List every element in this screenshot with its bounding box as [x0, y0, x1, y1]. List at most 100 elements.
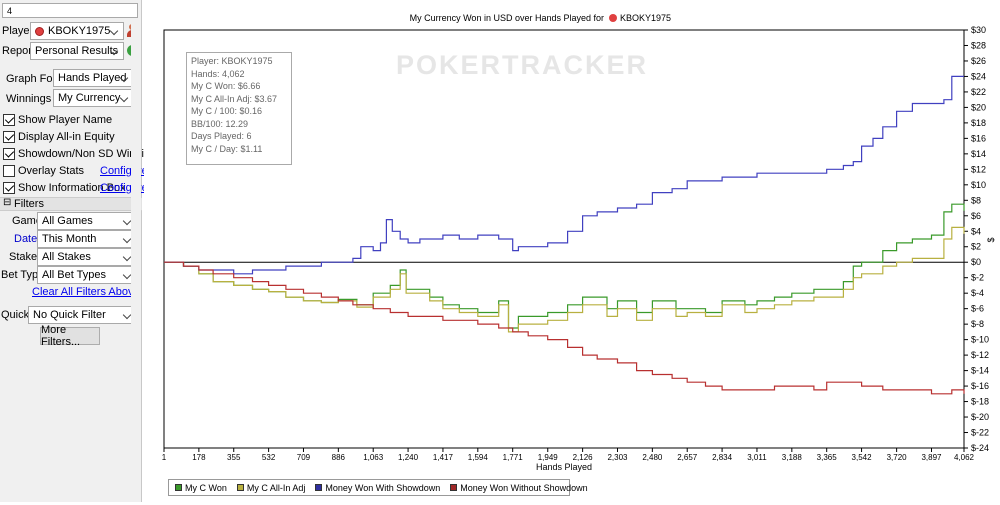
checkbox-display-all-in-equity[interactable]: Display All-in Equity [3, 129, 115, 145]
info-my-c-won: My C Won: $6.66 [191, 81, 261, 91]
checkbox-box[interactable] [3, 165, 15, 177]
y-tick-label: $-12 [971, 350, 989, 360]
checkbox-show-information-box[interactable]: Show Information Box [3, 180, 126, 196]
settings-panel: 4 Player: KBOKY1975 Report: Personal Res… [0, 0, 162, 502]
x-tick-label: 355 [227, 453, 241, 462]
x-tick-label: 3,542 [852, 453, 873, 462]
sidebar-scrollbar[interactable] [131, 22, 141, 502]
x-axis-label: Hands Played [536, 462, 592, 472]
y-tick-label: $6 [971, 211, 981, 221]
info-my-c-per-100: My C / 100: $0.16 [191, 106, 263, 116]
checkbox-showdown-winnings[interactable]: Showdown/Non SD Winnings [3, 146, 162, 162]
legend-item-without-showdown: Money Won Without Showdown [450, 483, 588, 493]
y-tick-label: $8 [971, 195, 981, 205]
game-filter-select[interactable]: All Games [37, 212, 137, 230]
winnings-select[interactable]: My Currency [53, 89, 134, 107]
graph-for-select[interactable]: Hands Played [53, 69, 134, 87]
y-axis-label: $ [986, 237, 996, 242]
checkbox-box[interactable] [3, 114, 15, 126]
chevron-down-icon [110, 46, 120, 56]
chart-title-group: My Currency Won in USD over Hands Played… [410, 13, 671, 23]
legend-item-all-in-adj: My C All-In Adj [236, 482, 306, 493]
x-tick-label: 532 [262, 453, 276, 462]
y-axis: $30 $28 $26 $24 $22 $20 $18 $16 $14 $12 $10 $8 $6 $4 $… [964, 25, 989, 453]
x-tick-label: 1,417 [433, 453, 454, 462]
checkbox-label: Display All-in Equity [18, 131, 115, 143]
x-tick-label: 2,480 [642, 453, 663, 462]
y-tick-label: $-8 [971, 319, 984, 329]
checkbox-label: Show Player Name [18, 114, 113, 126]
info-days-played: Days Played: 6 [191, 131, 252, 141]
y-tick-label: $14 [971, 149, 986, 159]
x-tick-label: 1,949 [538, 453, 559, 462]
quick-filter-select[interactable]: No Quick Filter [28, 306, 137, 324]
date-filter-value: This Month [42, 233, 97, 245]
legend-label: My C All-In Adj [246, 482, 306, 493]
x-tick-label: 178 [192, 453, 206, 462]
graph-for-value: Hands Played [58, 72, 127, 84]
graph-for-row: Graph For: [6, 70, 59, 88]
information-box: Player: KBOKY1975 Hands: 4,062 My C Won:… [186, 52, 292, 165]
clear-all-filters-link[interactable]: Clear All Filters Above [32, 286, 140, 298]
checkbox-box[interactable] [3, 182, 15, 194]
y-tick-label: $-24 [971, 443, 989, 453]
x-tick-label: 1,063 [363, 453, 384, 462]
player-select[interactable]: KBOKY1975 [30, 22, 124, 40]
checkbox-overlay-stats[interactable]: Overlay Stats [3, 163, 84, 179]
chart-legend: My C Won My C All-In Adj Money Won With … [168, 479, 588, 496]
stake-filter-label: Stake: [9, 251, 41, 263]
x-tick-label: 1 [162, 453, 167, 462]
series-line-all-in-adj [164, 226, 965, 333]
chart-title: My Currency Won in USD over Hands Played… [410, 13, 604, 23]
poker-chip-icon [609, 14, 617, 22]
y-tick-label: $18 [971, 118, 986, 128]
y-tick-label: $-18 [971, 397, 989, 407]
x-tick-label: 1,240 [398, 453, 419, 462]
y-tick-label: $30 [971, 25, 986, 35]
player-row: Player: [2, 22, 36, 40]
legend-item-my-c-won: My C Won [175, 483, 227, 493]
checkbox-box[interactable] [3, 131, 15, 143]
checkbox-show-player-name[interactable]: Show Player Name [3, 112, 112, 128]
chevron-down-icon [120, 93, 130, 103]
stake-filter-row: Stake: [9, 248, 40, 266]
game-filter-row: Game: [12, 212, 45, 230]
stake-filter-value: All Stakes [42, 251, 91, 263]
player-value: KBOKY1975 [48, 25, 111, 37]
filters-section-header[interactable]: ⊟ Filters [0, 197, 142, 211]
winnings-value: My Currency [58, 92, 121, 104]
checkbox-box[interactable] [3, 148, 15, 160]
date-filter-select[interactable]: This Month [37, 230, 137, 248]
y-tick-label: $-6 [971, 304, 984, 314]
top-input[interactable]: 4 [2, 3, 138, 18]
stake-filter-select[interactable]: All Stakes [37, 248, 137, 266]
bet-type-filter-row: Bet Type: [1, 266, 47, 284]
y-tick-label: $2 [971, 242, 981, 252]
winnings-row: Winnings in: [6, 90, 66, 108]
legend-swatch [236, 484, 244, 491]
y-tick-label: $-16 [971, 381, 989, 391]
x-tick-label: 3,011 [747, 453, 767, 462]
series-lines [164, 75, 965, 395]
x-tick-label: 2,126 [573, 453, 594, 462]
x-tick-label: 3,188 [782, 453, 803, 462]
y-tick-label: $4 [971, 226, 981, 236]
info-player: Player: KBOKY1975 [191, 56, 273, 66]
report-select[interactable]: Personal Results [30, 42, 124, 60]
info-my-c-per-day: My C / Day: $1.11 [191, 143, 263, 154]
x-tick-label: 3,720 [887, 453, 908, 462]
bet-type-filter-select[interactable]: All Bet Types [37, 266, 137, 284]
y-tick-label: $16 [971, 133, 986, 143]
y-tick-label: $28 [971, 40, 986, 50]
info-bb-per-100: BB/100: 12.29 [191, 118, 249, 129]
y-tick-label: $-22 [971, 428, 989, 438]
series-line-with-showdown [164, 75, 964, 275]
plot-frame [163, 29, 965, 449]
bet-type-filter-label: Bet Type: [1, 269, 48, 281]
more-filters-button[interactable]: More Filters... [40, 324, 100, 348]
y-tick-label: $-4 [971, 288, 984, 298]
report-row: Report: [2, 42, 38, 60]
collapse-icon[interactable]: ⊟ [3, 197, 12, 208]
bet-type-filter-value: All Bet Types [42, 269, 106, 281]
x-tick-label: 1,771 [503, 453, 524, 462]
